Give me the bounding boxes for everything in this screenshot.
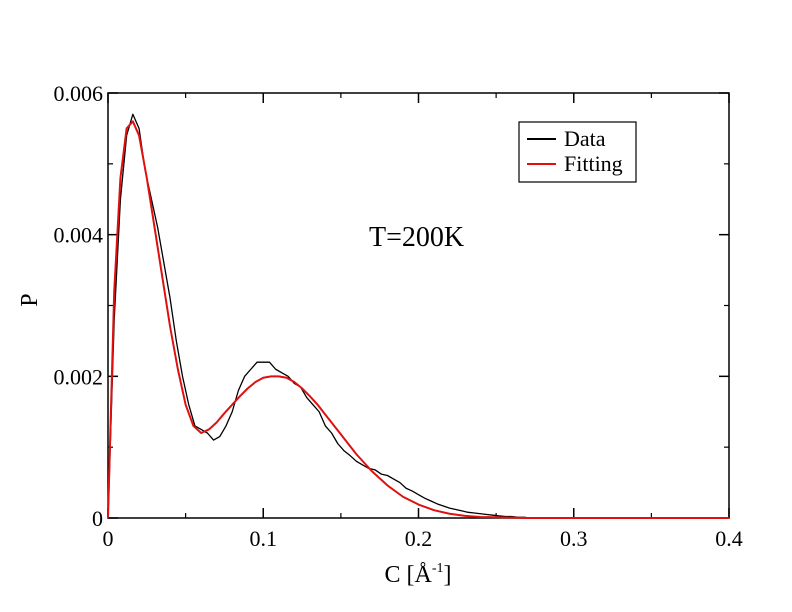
x-axis-label-main: C [ [384,562,414,588]
tick-group: 0 0.1 0.2 0.3 0.4 0 0.002 0.004 0.006 [54,81,743,551]
y-tick-label: 0.002 [54,364,104,389]
series-line-fitting [107,120,729,519]
y-tick-label: 0 [92,506,103,531]
x-axis-label-sup: -1 [432,561,444,576]
legend-label-fitting: Fitting [564,151,623,176]
y-tick-label: 0.004 [54,223,104,248]
x-axis-label-unit: Å [414,562,432,588]
x-tick-label: 0.1 [250,526,278,551]
x-tick-label: 0.2 [405,526,433,551]
x-axis-label-end: ] [444,562,452,588]
x-tick-label: 0.4 [715,526,743,551]
x-tick-label: 0.3 [560,526,588,551]
temperature-annotation: T=200K [369,222,464,253]
x-tick-label: 0 [103,526,114,551]
y-axis-label: P [17,293,43,306]
legend: Data Fitting [518,121,637,183]
series-layer [107,113,729,519]
x-axis-label: C [Å-1] [384,561,451,588]
legend-box [518,121,637,183]
legend-label-data: Data [564,126,606,151]
y-tick-label: 0.006 [54,81,104,106]
